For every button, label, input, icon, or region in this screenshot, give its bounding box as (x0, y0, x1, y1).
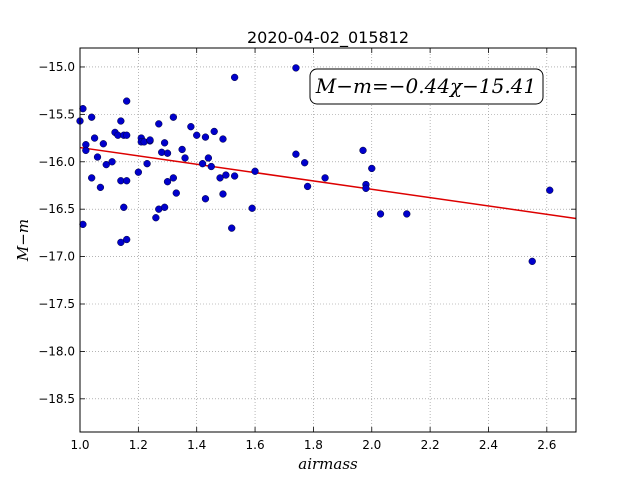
x-axis-label: airmass (298, 455, 358, 473)
data-point (163, 149, 172, 157)
data-point (172, 189, 180, 197)
data-point (228, 224, 236, 232)
data-point (216, 174, 224, 182)
x-tick-label: 2.0 (362, 438, 381, 452)
data-point (528, 257, 536, 265)
chart-title: 2020-04-02_015812 (247, 28, 409, 48)
data-point (303, 182, 312, 191)
data-point (155, 120, 163, 128)
annotation-text: M−m=−0.44χ−15.41 (315, 74, 536, 98)
data-point (99, 140, 107, 148)
data-point (230, 73, 239, 82)
y-tick-label: −17.0 (38, 250, 75, 264)
data-point (143, 160, 151, 168)
y-axis-label: M−m (14, 219, 32, 262)
annotation-box (309, 68, 544, 105)
data-point (251, 167, 259, 175)
data-point (201, 195, 210, 203)
y-tick-label: −18.0 (38, 344, 75, 358)
data-point (88, 174, 96, 182)
data-point (79, 220, 87, 229)
data-point (207, 162, 215, 171)
data-point (96, 183, 105, 192)
axis-ticks: 1.0 1.2 1.4 1.6 1.8 2.0 2.2 2.4 2.6 −15.0 −15.5 −16… (38, 48, 576, 452)
data-point (120, 203, 128, 211)
data-point (169, 113, 178, 121)
x-tick-label: 1.8 (304, 438, 323, 452)
data-point (222, 171, 230, 179)
y-tick-label: −16.0 (38, 155, 75, 169)
data-point (160, 203, 169, 211)
data-point (102, 160, 110, 169)
data-point (163, 178, 172, 186)
data-point (210, 127, 218, 136)
data-point (123, 177, 131, 185)
y-tick-label: −18.5 (38, 392, 75, 406)
data-point (219, 135, 227, 143)
data-point (376, 210, 385, 218)
data-point (108, 158, 116, 166)
data-point (201, 133, 210, 141)
x-tick-label: 1.6 (246, 438, 265, 452)
fit-annotation: M−m=−0.44χ−15.41 (309, 68, 544, 105)
data-point (403, 210, 411, 218)
x-tick-label: 2.2 (421, 438, 440, 452)
data-points (76, 64, 554, 265)
x-tick-label: 1.2 (129, 438, 148, 452)
data-point (169, 174, 178, 182)
data-point (230, 172, 239, 180)
x-tick-label: 2.4 (479, 438, 498, 452)
data-point (198, 160, 207, 168)
y-tick-label: −15.5 (38, 107, 75, 121)
data-point (88, 113, 96, 121)
data-point (160, 139, 169, 147)
data-point (117, 117, 125, 125)
data-point (219, 190, 227, 198)
data-point (181, 154, 189, 162)
data-point (193, 131, 201, 139)
data-point (146, 136, 154, 144)
x-tick-label: 2.6 (537, 438, 556, 452)
data-point (117, 238, 125, 247)
data-point (301, 159, 309, 167)
fit-line (79, 146, 577, 220)
data-point (321, 174, 329, 182)
data-point (248, 204, 256, 212)
data-point (134, 168, 143, 176)
plot-frame (79, 47, 577, 433)
x-tick-label: 1.0 (70, 438, 89, 452)
data-point (79, 105, 87, 113)
grid (79, 48, 576, 432)
data-point (204, 154, 213, 162)
x-tick-label: 1.4 (187, 438, 206, 452)
data-point (187, 123, 195, 131)
data-point (368, 164, 376, 173)
data-point (90, 134, 99, 142)
data-point (82, 146, 90, 155)
data-point (178, 145, 186, 154)
data-point (123, 131, 131, 139)
y-tick-label: −17.5 (38, 297, 75, 311)
data-point (292, 64, 300, 72)
y-tick-label: −16.5 (38, 202, 75, 216)
data-point (546, 186, 554, 194)
data-point (359, 146, 367, 155)
data-point (152, 214, 160, 222)
data-point (123, 235, 131, 244)
data-point (93, 153, 102, 161)
data-point (292, 150, 300, 158)
y-tick-label: −15.0 (38, 60, 75, 74)
data-point (123, 97, 131, 105)
data-point (362, 184, 370, 192)
